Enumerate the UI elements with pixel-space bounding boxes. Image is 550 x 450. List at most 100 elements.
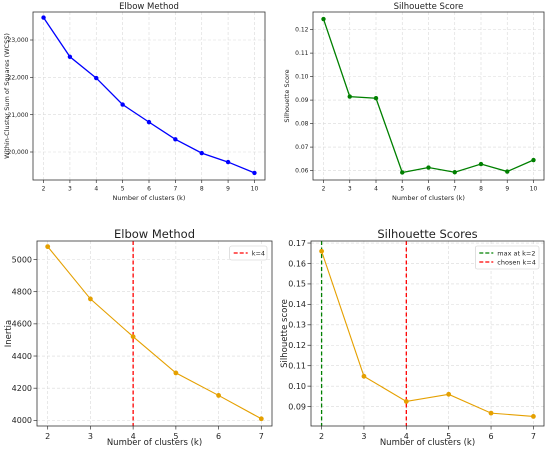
x-tick-label: 5 [446, 432, 451, 441]
data-point [319, 248, 324, 254]
data-point [258, 416, 264, 422]
data-point [216, 393, 221, 398]
x-tick-label: 10 [251, 186, 259, 193]
data-point [531, 157, 536, 163]
y-tick-label: 0.12 [288, 341, 306, 350]
data-point [146, 119, 152, 125]
y-axis-label: Within-Cluster Sum of Squares (WCSS) [3, 33, 11, 159]
x-tick-label: 5 [400, 186, 404, 193]
x-tick-label: 3 [361, 432, 366, 441]
data-point [361, 373, 367, 379]
y-tick-label: 20,000 [8, 149, 29, 156]
gridlines [311, 241, 544, 426]
data-point [446, 391, 452, 397]
chart-title: Silhouette Scores [377, 227, 477, 241]
y-tick-label: 0.14 [288, 300, 306, 309]
x-tick-label: 2 [322, 186, 326, 193]
y-tick-label: 0.07 [295, 144, 309, 151]
y-tick-label: 0.11 [295, 50, 309, 57]
series-line [47, 246, 262, 420]
plot-frame [36, 240, 273, 427]
y-tick-label: 23,000 [8, 37, 29, 44]
x-tick-label: 2 [42, 186, 46, 193]
data-point [373, 96, 379, 101]
chart-title: Elbow Method [114, 227, 195, 241]
x-tick-label: 4 [374, 186, 378, 193]
y-tick-label: 0.16 [288, 259, 306, 268]
data-point [426, 165, 431, 170]
y-tick-label: 0.15 [288, 280, 306, 289]
y-tick-label: 0.08 [295, 121, 309, 128]
x-tick-label: 4 [404, 432, 409, 441]
x-axis-label: Number of clusters (k) [107, 438, 202, 448]
data-point [130, 334, 136, 340]
x-tick-label: 8 [479, 186, 483, 193]
y-tick-label: 0.10 [288, 382, 306, 391]
y-tick-label: 0.12 [295, 27, 309, 34]
x-tick-label: 2 [45, 432, 50, 441]
data-point [67, 54, 73, 59]
gridlines [37, 241, 272, 426]
y-axis-label: Silhouette Score [283, 69, 291, 122]
data-point [225, 159, 231, 165]
x-tick-label: 2 [319, 432, 324, 441]
x-tick-label: 3 [348, 186, 352, 193]
data-point [321, 16, 326, 22]
x-tick-label: 5 [173, 432, 178, 441]
x-tick-label: 9 [505, 186, 509, 193]
x-axis-label: Number of clusters (k) [380, 438, 475, 448]
x-tick-label: 9 [226, 186, 230, 193]
y-tick-label: 4600 [12, 320, 32, 329]
y-tick-label: 5000 [12, 255, 32, 264]
x-axis-label: Number of clusters (k) [113, 194, 186, 202]
chart-panel: 2 3 4 5 6 7 0.09 0.10 0.11 0.12 0.13 0.14 0.15 0.16 0.… [280, 227, 545, 448]
y-tick-label: 21,000 [8, 112, 29, 119]
x-tick-label: 7 [173, 186, 177, 193]
legend-label: max at k=2 [497, 249, 535, 257]
legend-box [229, 245, 268, 261]
x-tick-label: 7 [453, 186, 457, 193]
x-tick-label: 7 [531, 432, 536, 441]
data-point [173, 137, 178, 142]
y-tick-label: 0.13 [288, 321, 306, 330]
chart-panel: 2 3 4 5 6 7 8 9 10 20,000 21,000 22,000 23,000 Elbow … [3, 2, 266, 202]
x-tick-label: 8 [200, 186, 204, 193]
y-tick-label: 0.11 [288, 361, 306, 370]
chart-title: Silhouette Score [394, 2, 464, 12]
data-point [199, 150, 204, 156]
y-axis-label: Inertia [4, 320, 14, 348]
y-tick-label: 0.09 [295, 97, 309, 104]
data-point [403, 399, 409, 404]
legend-label: chosen k=4 [497, 258, 536, 266]
data-point [478, 161, 484, 167]
data-point [252, 170, 257, 176]
y-tick-label: 4000 [12, 416, 32, 425]
x-axis-label: Number of clusters (k) [392, 194, 465, 202]
data-point [173, 370, 179, 376]
legend-label: k=4 [252, 249, 265, 257]
y-tick-label: 0.06 [295, 168, 309, 175]
legend: k=4 [229, 245, 268, 261]
y-tick-label: 4800 [12, 287, 32, 296]
y-tick-label: 0.10 [295, 74, 309, 81]
x-tick-label: 3 [88, 432, 93, 441]
y-tick-label: 4400 [12, 352, 32, 361]
data-point [488, 410, 494, 416]
x-tick-label: 3 [68, 186, 72, 193]
legend-box [474, 245, 540, 270]
data-point [88, 296, 93, 302]
data-point [45, 244, 51, 250]
data-point [120, 102, 125, 107]
gridlines [33, 12, 265, 180]
x-tick-label: 4 [131, 432, 136, 441]
chart-panel: 2 3 4 5 6 7 8 9 10 0.06 0.07 0.08 0.09 0.10 0.11 0.12 Si… [283, 2, 545, 202]
series-line [321, 251, 534, 417]
data-point [41, 15, 46, 20]
x-tick-label: 6 [147, 186, 151, 193]
plot-frame [310, 240, 545, 427]
data-point [347, 94, 352, 99]
data-point [400, 170, 405, 175]
chart-panel: 2 3 4 5 6 7 4000 4200 4400 4600 4800 5000 Elbow Meth… [4, 227, 273, 448]
